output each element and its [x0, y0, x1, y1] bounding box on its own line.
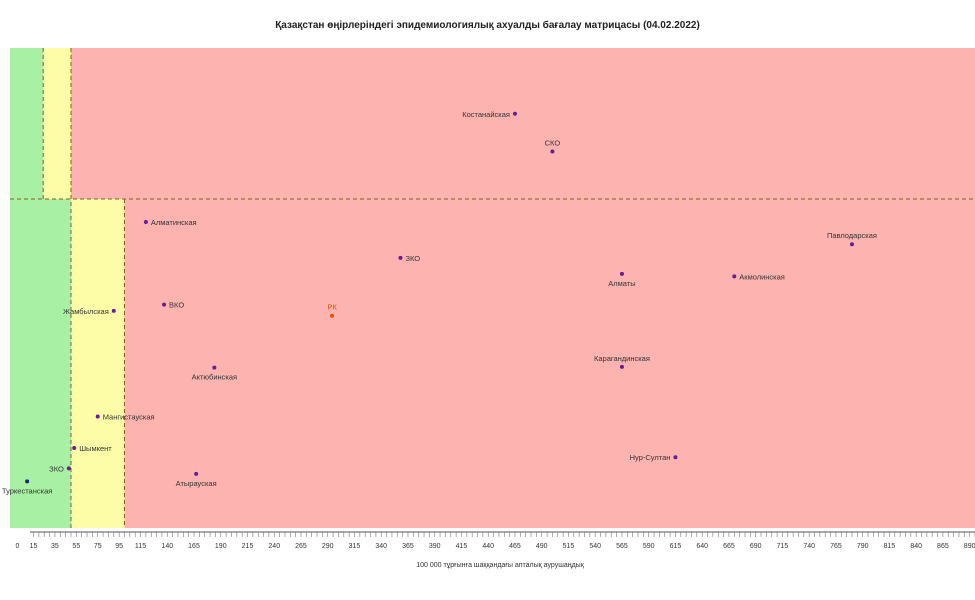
risk-zones — [10, 48, 975, 528]
x-tick-label: 765 — [830, 543, 842, 550]
x-tick-label: 515 — [563, 543, 575, 550]
data-point — [732, 274, 737, 279]
data-point-label: СКО — [545, 139, 561, 148]
x-tick-label: 465 — [509, 543, 521, 550]
data-point — [25, 479, 30, 484]
x-tick-label: 15 — [30, 543, 38, 550]
data-point-label: РК — [327, 303, 337, 312]
data-point-label: Акмолинская — [739, 272, 785, 281]
x-tick-label: 740 — [803, 543, 815, 550]
x-tick-label: 95 — [115, 543, 123, 550]
x-tick-label: 890 — [964, 543, 975, 550]
x-tick-label: 290 — [322, 543, 334, 550]
data-point-label: ЗКО — [49, 464, 64, 473]
x-tick-label: 190 — [215, 543, 227, 550]
data-point — [72, 445, 77, 450]
x-tick-label: 215 — [242, 543, 254, 550]
x-tick-label: 790 — [857, 543, 869, 550]
x-tick-label: 715 — [777, 543, 789, 550]
x-tick-label: 415 — [456, 543, 468, 550]
data-point — [111, 308, 116, 313]
data-point-label: Павлодарская — [827, 231, 877, 240]
x-tick-label: 590 — [643, 543, 655, 550]
x-tick-label: 140 — [161, 543, 173, 550]
data-point-label: Шымкент — [79, 444, 112, 453]
data-point — [143, 219, 148, 224]
x-tick-label: 365 — [402, 543, 414, 550]
x-tick-label: 340 — [375, 543, 387, 550]
data-point — [619, 364, 624, 369]
data-point-label: ВКО — [169, 301, 184, 310]
data-point-label: Туркестанская — [2, 486, 52, 495]
data-point-label: Нур-Султан — [630, 453, 671, 462]
data-point — [330, 313, 335, 318]
data-point-label: Алматы — [608, 279, 635, 288]
data-point — [398, 255, 403, 260]
x-axis-label: 100 000 тұрғынға шаққандағы апталық ауру… — [416, 562, 584, 569]
data-point — [550, 149, 555, 154]
data-point-label: Актюбинская — [192, 373, 237, 382]
data-point — [162, 302, 167, 307]
x-tick-label: 490 — [536, 543, 548, 550]
x-axis: 0 15 35 55 75 95 115 140 165 190 215 240 265 290 315 34… — [16, 531, 975, 550]
x-tick-label: 840 — [910, 543, 922, 550]
data-point — [66, 466, 71, 471]
x-tick-label: 35 — [51, 543, 59, 550]
data-point — [849, 242, 854, 247]
x-tick-label: 540 — [589, 543, 601, 550]
x-tick-label: 265 — [295, 543, 307, 550]
data-point — [619, 271, 624, 276]
x-tick-label: 115 — [135, 543, 146, 550]
chart-title: Қазақстан өңірлеріндегі эпидемиологиялық… — [275, 20, 700, 31]
data-point-label: Карагандинская — [594, 354, 650, 363]
data-point — [95, 414, 100, 419]
data-point-label: Мангистауская — [103, 412, 155, 421]
x-tick-label: 690 — [750, 543, 762, 550]
x-tick-label: 55 — [72, 543, 80, 550]
x-tick-label: 815 — [884, 543, 896, 550]
x-tick-label: 390 — [429, 543, 441, 550]
data-point-label: Костанайская — [462, 110, 510, 119]
zone-green-bottom — [10, 199, 71, 528]
data-points: Костанайская СКО Алматинская ЗКО Павлодарска… — [2, 110, 877, 496]
x-tick-label: 665 — [723, 543, 735, 550]
threshold-lines — [10, 48, 975, 528]
x-tick-label: 865 — [937, 543, 949, 550]
data-point — [512, 111, 517, 116]
zone-yellow-top — [43, 48, 71, 199]
x-tick-label: 0 — [16, 543, 20, 550]
zone-green-top — [10, 48, 44, 199]
x-tick-label: 440 — [482, 543, 494, 550]
data-point-label: Жамбылская — [63, 307, 109, 316]
data-point-label: Алматинская — [151, 218, 197, 227]
data-point — [673, 455, 678, 460]
zone-red-top — [70, 48, 975, 199]
data-point-label: ЗКО — [405, 254, 420, 263]
data-point — [194, 471, 199, 476]
x-tick-label: 75 — [94, 543, 102, 550]
x-tick-label: 615 — [670, 543, 682, 550]
x-tick-label: 240 — [268, 543, 280, 550]
data-point-label: Атырауская — [176, 479, 217, 488]
zone-red-bottom — [124, 199, 975, 528]
x-tick-label: 640 — [696, 543, 708, 550]
data-point — [212, 365, 217, 370]
x-tick-label: 565 — [616, 543, 628, 550]
x-tick-label: 315 — [349, 543, 361, 550]
x-tick-label: 165 — [188, 543, 200, 550]
zone-yellow-bottom — [70, 199, 125, 528]
